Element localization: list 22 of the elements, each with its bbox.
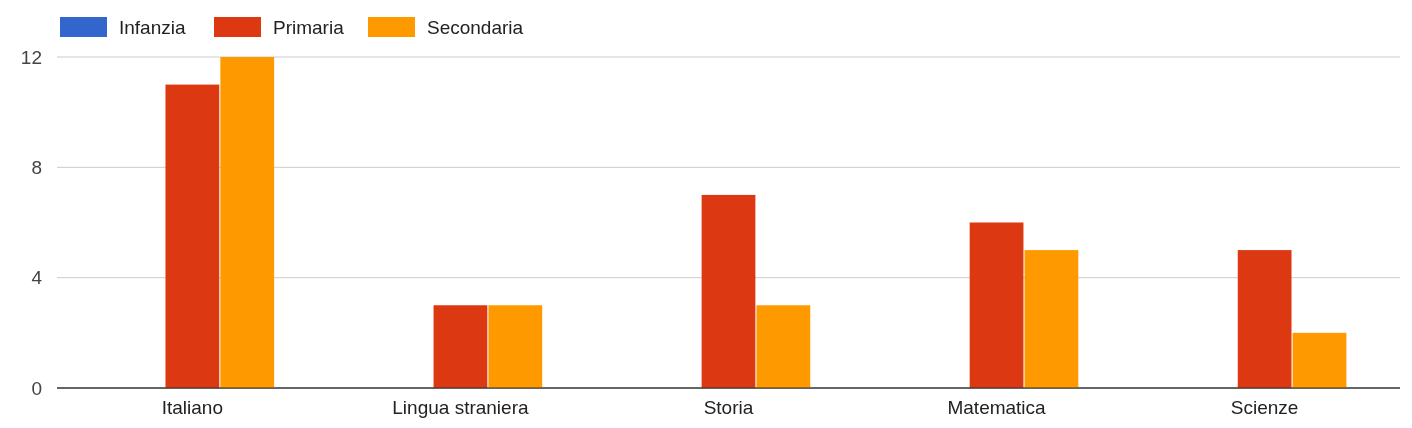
x-tick-label: Lingua straniera — [392, 397, 529, 418]
y-tick-label: 8 — [31, 156, 42, 178]
bar — [1292, 332, 1347, 388]
legend-label: Secondaria — [427, 16, 524, 38]
x-tick-label: Scienze — [1230, 397, 1299, 418]
bar — [969, 222, 1024, 388]
bar — [701, 194, 756, 388]
legend-label: Primaria — [273, 16, 345, 38]
y-tick-label: 4 — [31, 267, 43, 289]
bar — [1237, 250, 1292, 388]
bar — [1024, 250, 1079, 388]
y-tick-label: 0 — [31, 377, 42, 399]
bar — [756, 305, 811, 388]
bar — [165, 84, 220, 388]
x-tick-label: Storia — [703, 397, 754, 418]
bar — [433, 305, 488, 388]
bar — [488, 305, 543, 388]
legend-label: Infanzia — [119, 16, 186, 38]
x-tick-label: Matematica — [947, 397, 1047, 418]
bar — [220, 57, 275, 388]
y-tick-label: 12 — [20, 46, 42, 68]
x-tick-label: Italiano — [161, 397, 224, 418]
